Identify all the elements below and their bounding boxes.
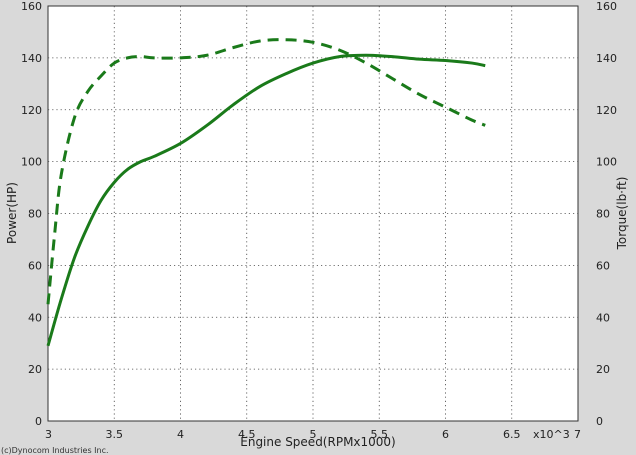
- y-tick-label-right: 60: [596, 259, 610, 272]
- y-tick-label-right: 160: [596, 0, 617, 13]
- y-tick-label-right: 100: [596, 156, 617, 169]
- y-tick-label-left: 160: [21, 0, 42, 13]
- y-axis-title-right: Torque(lb·ft): [615, 177, 629, 251]
- x-multiplier-label: x10^3: [533, 428, 570, 441]
- y-axis-title-left: Power(HP): [5, 182, 19, 244]
- y-tick-label-right: 80: [596, 208, 610, 221]
- y-tick-label-left: 140: [21, 52, 42, 65]
- x-tick-label: 4.5: [238, 428, 256, 441]
- x-tick-label: 3.5: [106, 428, 124, 441]
- x-tick-label: 4: [177, 428, 184, 441]
- y-tick-label-left: 80: [28, 208, 42, 221]
- y-tick-label-left: 100: [21, 156, 42, 169]
- power-line: [46, 53, 486, 347]
- x-tick-label: 6: [442, 428, 449, 441]
- copyright-text: (c)Dynocom Industries Inc.: [1, 446, 109, 455]
- tick-labels: 3 3.5 4 4.5 5 5.5 6 6.5 7 0 0 20 20 40 40 60 60 80 80 100 10…: [21, 0, 617, 441]
- y-tick-label-right: 40: [596, 311, 610, 324]
- x-axis-title: Engine Speed(RPMx1000): [240, 435, 396, 449]
- x-tick-label: 3: [45, 428, 52, 441]
- x-tick-label: 6.5: [503, 428, 521, 441]
- y-tick-label-right: 20: [596, 363, 610, 376]
- y-tick-label-left: 40: [28, 311, 42, 324]
- y-tick-label-left: 120: [21, 104, 42, 117]
- y-tick-label-left: 60: [28, 259, 42, 272]
- x-tick-label: 5.5: [371, 428, 389, 441]
- torque-line: [46, 38, 486, 305]
- x-tick-label: 5: [310, 428, 317, 441]
- y-tick-label-left: 20: [28, 363, 42, 376]
- y-tick-label-right: 0: [596, 415, 603, 428]
- grid: [48, 6, 578, 421]
- x-tick-label: 7: [574, 428, 581, 441]
- y-tick-label-left: 0: [35, 415, 42, 428]
- y-tick-label-right: 120: [596, 104, 617, 117]
- y-tick-label-right: 140: [596, 52, 617, 65]
- series: [46, 38, 486, 347]
